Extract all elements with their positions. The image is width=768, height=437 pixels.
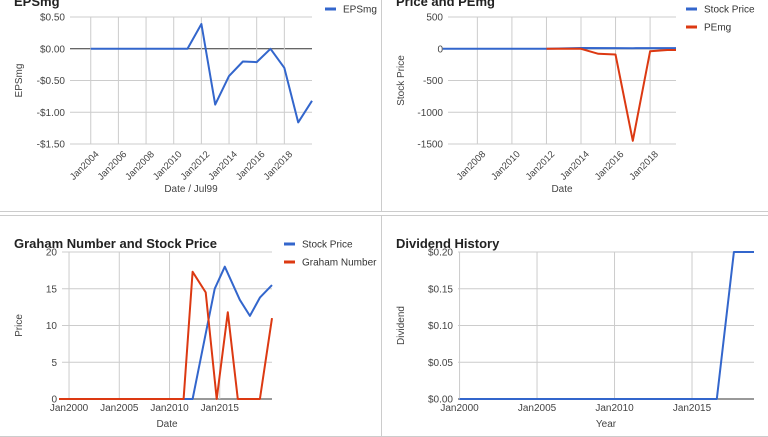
- y-tick-label: -1000: [417, 108, 443, 119]
- y-tick-label: -$1.50: [37, 140, 66, 151]
- x-tick-label: Jan2006: [96, 149, 130, 183]
- x-tick-label: Jan2012: [524, 149, 558, 183]
- chart-title: EPSmg: [14, 0, 60, 9]
- y-tick-label: 0: [51, 395, 57, 406]
- series-line-0: [90, 23, 313, 124]
- y-tick-label: $0.50: [40, 13, 65, 24]
- y-tick-label: $0.10: [428, 321, 453, 332]
- x-tick-label: Jan2018: [627, 149, 661, 183]
- x-tick-label: Jan2000: [50, 403, 89, 414]
- legend-label: Stock Price: [302, 240, 353, 251]
- x-axis-title: Date: [551, 184, 573, 195]
- chart-svg: Dividend History$0.20 $0.15 $0.10 $0.05 $0.0…: [396, 236, 754, 430]
- y-tick-label: $0.20: [428, 248, 453, 259]
- x-tick-label: Jan2008: [455, 149, 489, 183]
- y-axis-title: Stock Price: [396, 55, 407, 106]
- y-tick-label: $0.00: [428, 395, 453, 406]
- y-tick-label: -500: [423, 76, 443, 87]
- series-line-1: [546, 47, 676, 142]
- x-tick-label: Jan2015: [201, 403, 240, 414]
- x-tick-label: Jan2000: [440, 403, 479, 414]
- x-tick-label: Jan2010: [595, 403, 634, 414]
- legend-label: EPSmg: [343, 5, 377, 16]
- y-tick-label: $0.05: [428, 358, 453, 369]
- y-tick-label: 10: [46, 321, 58, 332]
- y-tick-label: 500: [426, 13, 443, 24]
- x-tick-label: Jan2018: [262, 149, 296, 183]
- x-tick-label: Jan2014: [558, 149, 592, 183]
- chart-title: Price and PEmg: [396, 0, 495, 9]
- x-tick-label: Jan2012: [179, 149, 213, 183]
- chart-svg: EPSmg $0.50 $0.00 -$0.50 -$1.00 -$1.50Jan2004…: [14, 0, 377, 195]
- y-tick-label: 0: [437, 44, 443, 55]
- chart-svg: Graham Number and Stock Price20151050Jan…: [14, 236, 377, 430]
- y-tick-label: -1500: [417, 140, 443, 151]
- y-tick-label: 20: [46, 248, 58, 259]
- legend-label: Stock Price: [704, 5, 755, 16]
- legend-label: PEmg: [704, 23, 731, 34]
- dividend-chart-panel: Dividend History $0.20 $0.15 $0.10 $0.05 $0.0…: [381, 215, 768, 437]
- eps-chart-panel: EPSmg $0.50 $0.00 -$0.50 -$1.00 -$1.50 Jan2004…: [0, 0, 382, 212]
- y-axis-title: EPSmg: [14, 64, 25, 98]
- x-axis-title: Date / Jul99: [164, 184, 218, 195]
- y-tick-label: 15: [46, 284, 58, 295]
- x-tick-label: Jan2005: [100, 403, 139, 414]
- x-tick-label: Jan2014: [206, 149, 240, 183]
- x-tick-label: Jan2008: [123, 149, 157, 183]
- chart-title: Graham Number and Stock Price: [14, 236, 217, 251]
- y-axis-title: Dividend: [396, 306, 407, 345]
- price-pe-chart-panel: Price and PEmg 500 0 -500 -1000 -1500 Jan2008 J…: [381, 0, 768, 212]
- x-tick-label: Jan2010: [151, 149, 185, 183]
- y-tick-label: $0.00: [40, 44, 65, 55]
- graham-chart-panel: Graham Number and Stock Price 20 15 10 5 0 Jan…: [0, 215, 382, 437]
- series-line-1: [59, 270, 273, 400]
- y-tick-label: -$0.50: [37, 76, 66, 87]
- series-line-0: [59, 265, 273, 400]
- series-line-0: [459, 251, 754, 400]
- y-axis-title: Price: [14, 314, 25, 337]
- x-axis-title: Year: [596, 419, 617, 430]
- x-tick-label: Jan2016: [593, 149, 627, 183]
- x-tick-label: Jan2016: [234, 149, 268, 183]
- legend-label: Graham Number: [302, 258, 377, 269]
- y-tick-label: $0.15: [428, 284, 453, 295]
- x-tick-label: Jan2005: [518, 403, 557, 414]
- chart-title: Dividend History: [396, 236, 500, 251]
- x-axis-title: Date: [156, 419, 178, 430]
- y-tick-label: 5: [51, 358, 57, 369]
- x-tick-label: Jan2010: [489, 149, 523, 183]
- y-tick-label: -$1.00: [37, 108, 66, 119]
- x-tick-label: Jan2015: [673, 403, 712, 414]
- x-tick-label: Jan2010: [150, 403, 189, 414]
- x-tick-label: Jan2004: [68, 149, 102, 183]
